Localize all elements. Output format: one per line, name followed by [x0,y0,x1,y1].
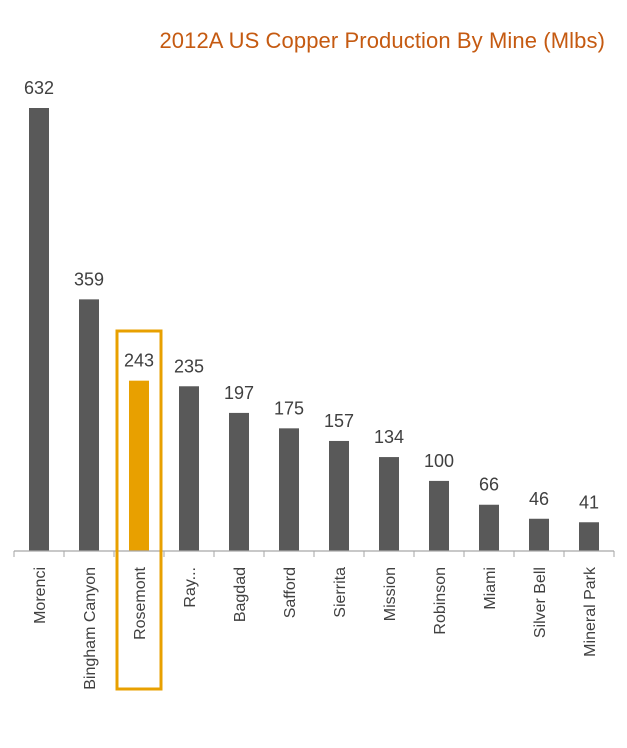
category-label-miami: Miami [482,567,499,610]
value-label-mission: 134 [374,427,404,447]
category-labels-group: Morenci Bingham Canyon Rosemont Ray... Bagda… [32,566,599,690]
category-label-mission: Mission [382,567,399,621]
value-label-miami: 66 [479,475,499,495]
category-label-rosemont: Rosemont [132,566,149,639]
bar-miami [479,504,499,551]
category-label-sierrita: Sierrita [332,567,349,618]
value-label-morenci: 632 [24,78,54,98]
category-label-morenci: Morenci [32,567,49,624]
bar-safford [279,428,299,551]
category-label-mineral-park: Mineral Park [582,566,599,657]
value-label-silver-bell: 46 [529,489,549,509]
value-label-bingham-canyon: 359 [74,269,104,289]
category-label-ray: Ray... [182,567,199,608]
highlight-box [115,329,163,691]
chart-title: 2012A US Copper Production By Mine (Mlbs… [159,28,605,53]
value-label-robinson: 100 [424,451,454,471]
bar-bingham-canyon [79,299,99,551]
value-label-bagdad: 197 [224,383,254,403]
bars-group [29,108,599,551]
bar-mission [379,457,399,551]
bar-robinson [429,480,449,551]
category-label-bagdad: Bagdad [232,567,249,622]
category-label-robinson: Robinson [432,567,449,635]
value-label-rosemont: 243 [124,351,154,371]
category-label-safford: Safford [282,567,299,618]
bar-sierrita [329,440,349,551]
value-label-sierrita: 157 [324,411,354,431]
value-label-safford: 175 [274,398,304,418]
bar-silver-bell [529,518,549,551]
bar-rosemont [129,380,149,551]
x-axis [13,550,615,557]
bar-morenci [29,108,49,551]
category-label-bingham-canyon: Bingham Canyon [82,567,99,690]
value-label-mineral-park: 41 [579,492,599,512]
category-label-silver-bell: Silver Bell [532,567,549,638]
bar-mineral-park [579,522,599,551]
bar-ray [179,386,199,551]
value-label-ray: 235 [174,356,204,376]
bar-bagdad [229,412,249,551]
value-labels-group: 632 359 243 235 197 175 157 134 100 66 46 41 [24,78,599,512]
highlight-group [115,329,163,691]
